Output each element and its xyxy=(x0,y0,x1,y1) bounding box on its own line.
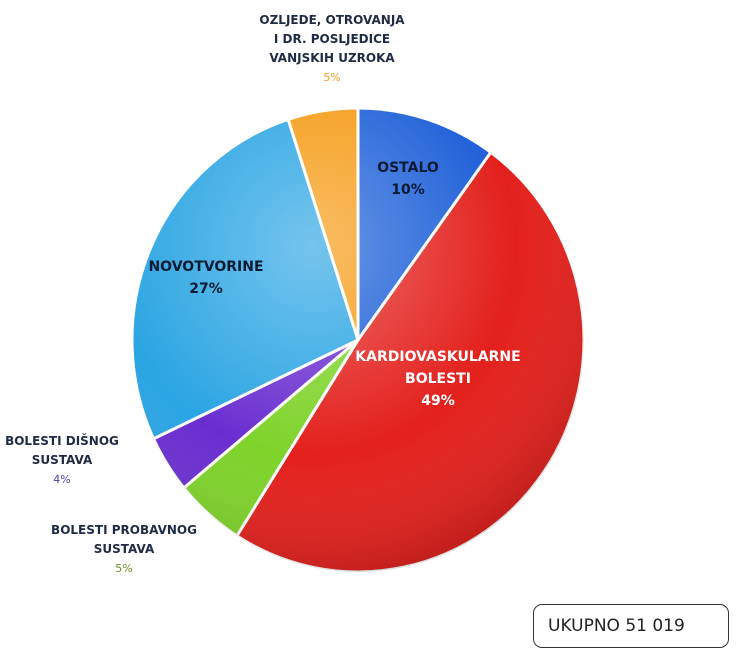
total-box: UKUPNO 51 019 xyxy=(533,604,729,648)
slice-label-kardiovaskularne: KARDIOVASKULARNE BOLESTI 49% xyxy=(355,349,520,409)
slice-value-label: 5% xyxy=(115,562,132,575)
total-label: UKUPNO 51 019 xyxy=(548,616,685,636)
slice-label-novotvorine: NOVOTVORINE 27% xyxy=(148,259,263,297)
slice-value-label: 10% xyxy=(391,182,425,198)
slice-label-ozljede-otrovanja: OZLJEDE, OTROVANJA I DR. POSLJEDICE VANJSK… xyxy=(259,13,405,84)
slice-value-label: 4% xyxy=(53,473,70,486)
slice-label-ostalo: OSTALO 10% xyxy=(377,160,439,198)
slice-value-label: 49% xyxy=(421,393,455,409)
slice-label-bolesti-dis-nog: BOLESTI DIŠNOG SUSTAVA 4% xyxy=(5,433,119,486)
slice-label-bolesti-probavnog: BOLESTI PROBAVNOG SUSTAVA 5% xyxy=(51,523,197,575)
slice-value-label: 5% xyxy=(323,71,340,84)
slice-value-label: 27% xyxy=(189,281,223,297)
